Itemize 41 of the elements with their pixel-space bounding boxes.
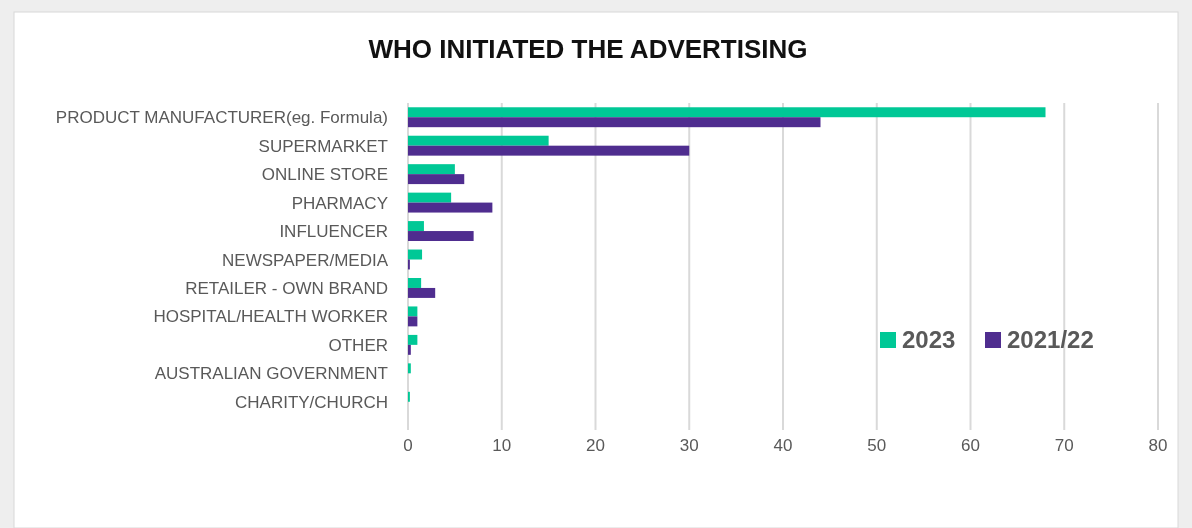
x-tick-label: 80 xyxy=(1148,436,1168,455)
x-tick-label: 60 xyxy=(961,436,980,455)
bar xyxy=(408,306,418,317)
chart-title: WHO INITIATED THE ADVERTISING xyxy=(368,34,808,64)
x-tick-label: 30 xyxy=(679,436,699,455)
bar xyxy=(408,202,493,213)
x-tick-label: 70 xyxy=(1054,436,1074,455)
bar xyxy=(408,135,549,146)
y-tick-label: PHARMACY xyxy=(291,193,388,213)
y-tick-label: AUSTRALIAN GOVERNMENT xyxy=(154,364,388,384)
bar xyxy=(408,287,436,298)
y-tick-label: OTHER xyxy=(328,335,388,355)
legend-label: 2023 xyxy=(902,326,956,353)
bar xyxy=(408,107,1046,118)
bar xyxy=(408,174,465,185)
bar xyxy=(408,145,690,156)
y-tick-label: ONLINE STORE xyxy=(261,165,388,185)
y-tick-label: HOSPITAL/HEALTH WORKER xyxy=(153,307,388,327)
y-tick-label: SUPERMARKET xyxy=(258,136,388,156)
bar xyxy=(408,192,452,203)
y-tick-label: PRODUCT MANUFACTURER(eg. Formula) xyxy=(55,108,388,128)
x-tick-label: 40 xyxy=(773,436,793,455)
x-tick-label: 50 xyxy=(867,436,887,455)
y-tick-label: INFLUENCER xyxy=(279,222,388,242)
bar xyxy=(408,164,455,175)
x-tick-label: 10 xyxy=(492,436,512,455)
legend-label: 2021/22 xyxy=(1007,326,1094,353)
bar xyxy=(408,316,418,327)
y-tick-label: CHARITY/CHURCH xyxy=(235,392,388,412)
bar xyxy=(408,231,474,241)
y-tick-label: NEWSPAPER/MEDIA xyxy=(222,250,389,270)
bar xyxy=(408,334,418,345)
bar xyxy=(408,249,423,260)
y-tick-label: RETAILER - OWN BRAND xyxy=(185,278,388,298)
bar xyxy=(408,221,424,232)
x-tick-label: 0 xyxy=(403,436,413,455)
bar xyxy=(408,117,821,128)
bar xyxy=(408,344,411,355)
bar xyxy=(408,278,422,288)
x-tick-label: 20 xyxy=(586,436,605,455)
bar xyxy=(408,363,411,374)
